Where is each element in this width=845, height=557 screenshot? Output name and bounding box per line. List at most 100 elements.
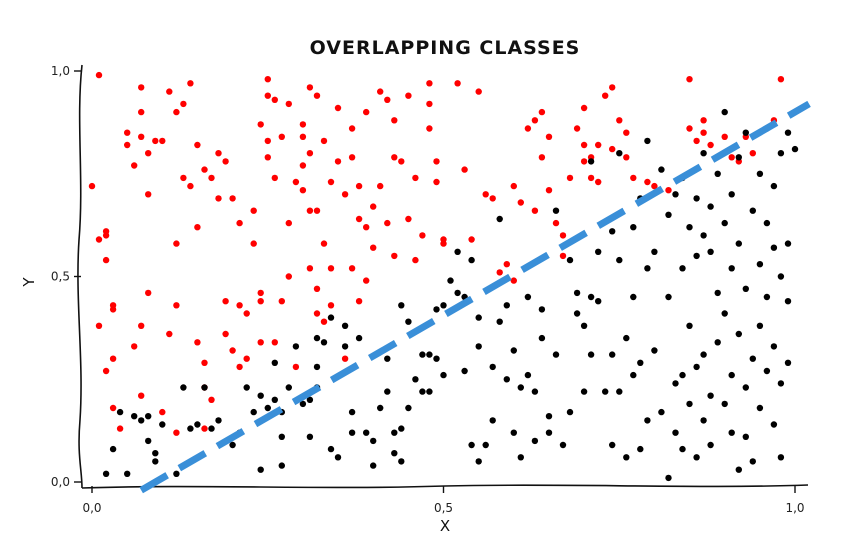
red-point <box>426 80 433 87</box>
black-point <box>770 343 778 350</box>
red-point <box>320 137 328 145</box>
black-point <box>721 219 728 227</box>
black-point <box>194 421 201 428</box>
black-point <box>545 429 553 436</box>
red-point <box>538 154 546 161</box>
red-point <box>285 219 292 227</box>
black-point <box>426 388 433 395</box>
red-point <box>299 187 307 194</box>
red-point <box>686 76 693 83</box>
red-point <box>559 252 567 260</box>
red-point <box>482 191 489 198</box>
red-point <box>166 88 173 95</box>
black-point <box>327 314 335 321</box>
black-point <box>229 441 236 449</box>
black-point <box>742 384 749 391</box>
red-point <box>173 108 180 116</box>
black-point <box>145 413 152 420</box>
black-point <box>587 351 595 358</box>
black-point <box>665 293 672 301</box>
black-point <box>306 396 314 403</box>
black-point <box>447 277 454 284</box>
red-point <box>327 302 335 309</box>
black-point <box>348 408 356 416</box>
black-point <box>728 371 735 379</box>
red-point <box>229 347 236 354</box>
red-point <box>194 339 201 346</box>
red-point <box>405 215 412 223</box>
y-axis-label: Y <box>20 277 38 288</box>
black-point <box>714 170 721 177</box>
black-point <box>573 310 581 317</box>
black-point <box>278 433 285 440</box>
black-point <box>468 441 475 449</box>
red-point <box>138 133 145 140</box>
red-point <box>138 108 145 116</box>
red-point <box>215 150 222 157</box>
black-point <box>623 334 630 342</box>
black-point <box>285 384 292 391</box>
red-point <box>102 367 110 375</box>
red-point <box>517 199 524 206</box>
red-point <box>510 277 517 284</box>
red-point <box>412 256 419 264</box>
red-point <box>665 187 672 194</box>
black-point <box>152 450 159 457</box>
red-point <box>777 76 785 83</box>
black-point <box>517 454 524 461</box>
red-point <box>489 195 496 202</box>
red-point <box>166 330 173 338</box>
black-point <box>496 318 503 325</box>
red-point <box>201 425 208 432</box>
separator-line <box>139 100 811 494</box>
red-point <box>475 88 482 95</box>
red-point <box>552 219 560 227</box>
black-point <box>595 298 602 305</box>
black-point <box>531 388 539 395</box>
red-point <box>159 408 166 416</box>
red-point <box>250 240 257 247</box>
red-point <box>243 310 250 317</box>
black-point <box>545 413 553 420</box>
red-point <box>180 174 187 182</box>
red-point <box>348 125 356 132</box>
black-point <box>320 339 328 346</box>
black-point <box>503 376 510 383</box>
black-point <box>313 334 321 342</box>
black-point <box>609 351 616 358</box>
black-point <box>510 347 517 354</box>
red-point <box>370 203 377 210</box>
black-point <box>784 298 792 305</box>
black-point <box>686 400 693 408</box>
x-axis-label: X <box>440 517 450 535</box>
black-point <box>770 421 778 428</box>
red-point <box>278 298 285 305</box>
red-point <box>693 137 700 145</box>
red-point <box>609 145 616 153</box>
black-point <box>271 359 278 366</box>
red-point <box>587 174 595 182</box>
red-point <box>306 84 314 91</box>
red-point <box>644 178 651 186</box>
red-point <box>538 108 546 116</box>
black-point <box>384 355 391 362</box>
black-point <box>524 293 532 301</box>
red-point <box>222 330 229 338</box>
red-point <box>264 76 271 83</box>
red-point <box>131 162 138 169</box>
red-point <box>370 244 377 251</box>
red-point <box>348 154 356 161</box>
black-point <box>693 454 700 461</box>
red-point <box>222 298 229 305</box>
black-point <box>292 343 300 350</box>
black-point <box>777 273 785 280</box>
red-point <box>384 96 391 104</box>
black-point <box>672 380 679 387</box>
black-point <box>700 150 707 157</box>
red-point <box>138 392 145 399</box>
black-point <box>721 108 728 116</box>
red-point <box>334 158 342 165</box>
red-point <box>173 302 180 309</box>
red-point <box>545 133 553 140</box>
red-point <box>573 125 581 132</box>
